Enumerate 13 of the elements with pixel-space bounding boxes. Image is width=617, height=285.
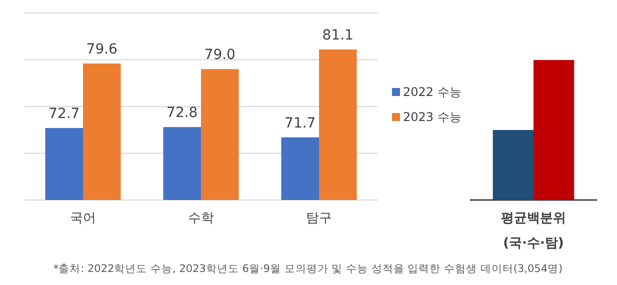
text: *출처: 2022학년도 수능, 2023학년도 6월·9월 모의평가 및 수능 성적을 입력한 수험생 데이터(3,054명) xyxy=(53,263,563,275)
data-label: 72.7 xyxy=(48,106,80,122)
data-label: 79.0 xyxy=(204,47,236,64)
x-tick-label: 국어 xyxy=(70,211,96,226)
x-tick-label: 평균백분위 (국·수·탐) xyxy=(501,211,566,251)
x-tick-label: 수학 xyxy=(188,211,214,226)
data-label: 81.1 xyxy=(322,27,354,44)
legend-label: 2022 수능 xyxy=(403,85,462,99)
x-tick-label: 탐구 xyxy=(306,211,332,226)
data-label: 72.8 xyxy=(166,105,198,122)
data-label: 71.7 xyxy=(284,115,316,132)
legend-label: 2023 수능 xyxy=(403,110,462,124)
data-label: 79.6 xyxy=(86,41,118,58)
